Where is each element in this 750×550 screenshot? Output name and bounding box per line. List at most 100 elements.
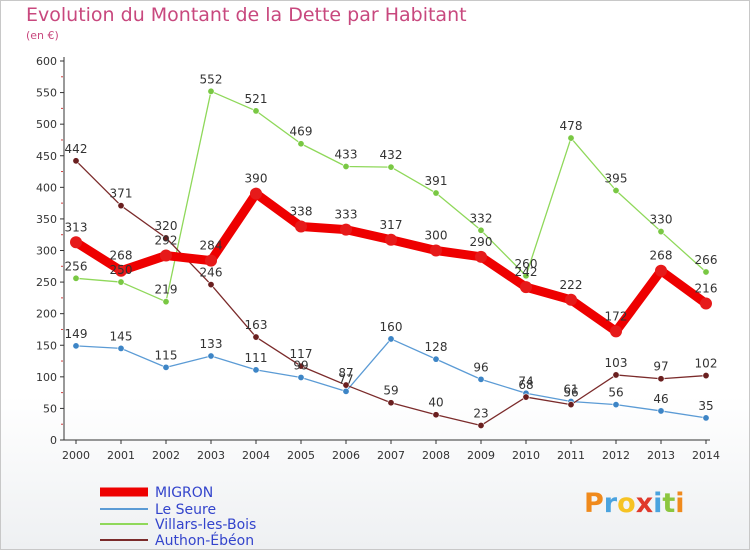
data-point bbox=[610, 325, 622, 338]
data-label: 552 bbox=[200, 72, 223, 86]
data-label: 246 bbox=[200, 266, 223, 280]
y-tick-label: 50 bbox=[43, 402, 57, 415]
proxiti-logo: Proxiti bbox=[584, 488, 685, 519]
data-point bbox=[117, 278, 125, 286]
data-point bbox=[432, 189, 440, 197]
data-label: 260 bbox=[515, 257, 538, 271]
x-tick-label: 2011 bbox=[557, 449, 585, 462]
data-point bbox=[70, 236, 82, 249]
data-label: 111 bbox=[245, 351, 268, 365]
data-point bbox=[387, 335, 395, 343]
data-point bbox=[342, 381, 350, 389]
data-point bbox=[387, 399, 395, 407]
data-label: 242 bbox=[515, 265, 538, 279]
data-point bbox=[657, 228, 665, 236]
data-point bbox=[522, 393, 530, 401]
data-point bbox=[477, 226, 485, 234]
data-point bbox=[702, 414, 710, 422]
data-point bbox=[432, 355, 440, 363]
x-tick-label: 2006 bbox=[332, 449, 360, 462]
y-tick-label: 400 bbox=[36, 181, 57, 194]
logo-letter: P bbox=[584, 488, 604, 519]
data-label: 390 bbox=[245, 172, 268, 186]
y-tick-label: 600 bbox=[36, 55, 57, 68]
data-point bbox=[612, 186, 620, 194]
data-label: 87 bbox=[338, 366, 353, 380]
data-point bbox=[657, 375, 665, 383]
data-label: 320 bbox=[155, 219, 178, 233]
legend-label: Le Seure bbox=[155, 502, 216, 518]
y-tick-label: 250 bbox=[36, 276, 57, 289]
chart-title: Evolution du Montant de la Dette par Hab… bbox=[26, 4, 467, 26]
data-label: 216 bbox=[695, 282, 718, 296]
data-point bbox=[612, 371, 620, 379]
data-point bbox=[72, 342, 80, 350]
logo-letter: o bbox=[617, 488, 636, 519]
data-point bbox=[432, 411, 440, 419]
x-tick-label: 2005 bbox=[287, 449, 315, 462]
data-point bbox=[342, 162, 350, 170]
data-label: 117 bbox=[290, 347, 313, 361]
data-label: 74 bbox=[518, 374, 533, 388]
data-label: 61 bbox=[563, 382, 578, 396]
data-point bbox=[387, 163, 395, 171]
data-point bbox=[162, 363, 170, 371]
data-label: 371 bbox=[110, 187, 133, 201]
y-tick-label: 200 bbox=[36, 308, 57, 321]
x-tick-label: 2012 bbox=[602, 449, 630, 462]
data-point bbox=[160, 249, 172, 262]
x-tick-label: 2013 bbox=[647, 449, 675, 462]
data-label: 478 bbox=[560, 119, 583, 133]
data-point bbox=[297, 140, 305, 148]
data-label: 149 bbox=[65, 327, 88, 341]
legend-label: MIGRON bbox=[155, 485, 213, 501]
data-point bbox=[72, 157, 80, 165]
data-point bbox=[252, 366, 260, 374]
data-point bbox=[252, 333, 260, 341]
data-point bbox=[207, 352, 215, 360]
data-point bbox=[475, 250, 487, 263]
data-label: 432 bbox=[380, 148, 403, 162]
y-tick-label: 300 bbox=[36, 245, 57, 258]
data-label: 102 bbox=[695, 357, 718, 371]
data-point bbox=[700, 297, 712, 310]
unit-label: (en €) bbox=[26, 29, 59, 42]
x-tick-label: 2010 bbox=[512, 449, 540, 462]
data-label: 266 bbox=[695, 253, 718, 267]
logo-letter: t bbox=[662, 488, 676, 519]
data-point bbox=[117, 202, 125, 210]
data-point bbox=[297, 362, 305, 370]
data-label: 219 bbox=[155, 283, 178, 297]
data-point bbox=[297, 373, 305, 381]
data-label: 96 bbox=[473, 360, 488, 374]
data-point bbox=[342, 387, 350, 395]
data-point bbox=[430, 244, 442, 257]
data-label: 284 bbox=[200, 239, 223, 253]
y-tick-label: 550 bbox=[36, 87, 57, 100]
data-label: 35 bbox=[698, 399, 713, 413]
data-label: 133 bbox=[200, 337, 223, 351]
logo-letter: i bbox=[675, 488, 685, 519]
data-label: 395 bbox=[605, 171, 628, 185]
data-label: 115 bbox=[155, 348, 178, 362]
data-point bbox=[205, 254, 217, 267]
data-point bbox=[702, 372, 710, 380]
y-tick-label: 500 bbox=[36, 118, 57, 131]
y-tick-label: 100 bbox=[36, 371, 57, 384]
data-label: 103 bbox=[605, 356, 628, 370]
data-label: 68 bbox=[518, 378, 533, 392]
x-tick-label: 2002 bbox=[152, 449, 180, 462]
data-label: 313 bbox=[65, 220, 88, 234]
data-label: 163 bbox=[245, 318, 268, 332]
data-point bbox=[252, 107, 260, 115]
data-label: 433 bbox=[335, 147, 358, 161]
data-point bbox=[117, 344, 125, 352]
data-point bbox=[340, 223, 352, 236]
logo-letter: r bbox=[603, 488, 618, 519]
series-line-2 bbox=[75, 90, 707, 303]
data-label: 56 bbox=[608, 386, 623, 400]
data-label: 469 bbox=[290, 125, 313, 139]
data-label: 172 bbox=[605, 309, 628, 323]
data-label: 292 bbox=[155, 234, 178, 248]
